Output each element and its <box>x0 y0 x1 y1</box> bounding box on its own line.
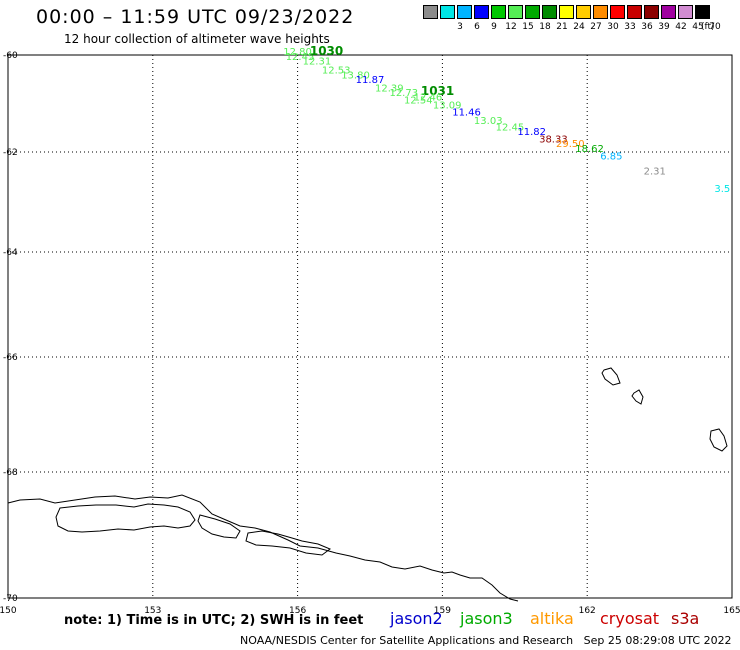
wave-height-value: 18.62 <box>575 144 604 155</box>
longitude-label: 153 <box>144 606 161 616</box>
legend-label: 36 <box>641 22 653 32</box>
wave-height-value: 12.73 <box>389 88 418 99</box>
legend-label: 18 <box>539 22 551 32</box>
legend-swatch <box>576 5 591 19</box>
plot-frame <box>7 54 733 599</box>
legend-swatch <box>661 5 676 19</box>
legend-swatch <box>559 5 574 19</box>
footnote: note: 1) Time is in UTC; 2) SWH is in fe… <box>64 613 364 628</box>
wave-height-value: 2.31 <box>644 167 666 178</box>
legend-swatch <box>610 5 625 19</box>
legend-swatch <box>695 5 710 19</box>
legend-label: 39 <box>658 22 670 32</box>
latitude-label: -64 <box>3 248 18 258</box>
legend-unit: (ft) <box>701 22 715 32</box>
wave-height-observations: 12.80103012.4512.3112.5313.8011.8712.391… <box>283 44 730 195</box>
wave-height-value: 12.45 <box>286 52 315 63</box>
legend-label: 3 <box>457 22 463 32</box>
legend-label: 9 <box>491 22 497 32</box>
wave-height-value: 29.50 <box>556 139 585 150</box>
legend-swatch <box>457 5 472 19</box>
map-subtitle: 12 hour collection of altimeter wave hei… <box>64 32 330 46</box>
wave-height-value: 38.33 <box>539 134 568 145</box>
wave-height-value: 13.03 <box>474 116 503 127</box>
wave-height-value: 12.45 <box>496 123 525 134</box>
legend-label: 45 <box>692 22 704 32</box>
legend-swatch <box>644 5 659 19</box>
wave-height-value: 12.39 <box>375 83 404 94</box>
wave-height-value: 12.31 <box>303 57 332 68</box>
wave-height-value: 11.82 <box>517 127 546 138</box>
legend-label: 30 <box>607 22 619 32</box>
coastal-island-east <box>245 530 331 556</box>
satellite-jason2: jason2 <box>390 609 443 628</box>
credit-org: NOAA/NESDIS Center for Satellite Applica… <box>240 634 574 647</box>
legend-label: 15 <box>522 22 534 32</box>
coastal-island-middle <box>197 514 241 539</box>
wave-height-value: 12.80 <box>283 47 312 58</box>
satellite-jason3: jason3 <box>460 609 513 628</box>
latitude-label: -60 <box>3 51 18 61</box>
wave-height-value: 11.87 <box>356 75 385 86</box>
wave-height-value: 6.85 <box>600 152 622 163</box>
latitude-label: -66 <box>3 353 18 363</box>
legend-swatch <box>525 5 540 19</box>
latitude-label: -68 <box>3 468 18 478</box>
legend-swatch <box>423 5 438 19</box>
longitude-label: 150 <box>0 606 17 616</box>
map-title: 00:00 – 11:59 UTC 09/23/2022 <box>36 6 355 28</box>
legend-swatch <box>593 5 608 19</box>
balleny-island-middle <box>631 389 644 405</box>
track-time-label: 1031 <box>421 84 454 98</box>
credit-timestamp: Sep 25 08:29:08 UTC 2022 <box>583 634 732 647</box>
wave-height-value: 12.46 <box>414 93 443 104</box>
legend-swatch <box>491 5 506 19</box>
legend-swatch <box>508 5 523 19</box>
legend-label: 27 <box>590 22 602 32</box>
satellite-altika: altika <box>530 609 574 628</box>
legend-swatch <box>440 5 455 19</box>
legend-label: 21 <box>556 22 568 32</box>
longitude-label: 165 <box>723 606 740 616</box>
balleny-island-south <box>709 428 728 452</box>
credit-line: NOAA/NESDIS Center for Satellite Applica… <box>240 634 732 647</box>
wave-height-value: 12.54 <box>404 96 433 107</box>
longitude-label: 159 <box>434 606 451 616</box>
latitude-label: -62 <box>3 148 18 158</box>
wave-height-value: 13.80 <box>341 70 370 81</box>
legend-swatch <box>627 5 642 19</box>
legend-swatch <box>678 5 693 19</box>
antarctic-coastline <box>7 494 519 602</box>
balleny-island-north <box>601 367 621 386</box>
coastal-island-large <box>55 503 196 533</box>
legend-label: 42 <box>675 22 687 32</box>
lat-lon-grid: 150 153 156 159 162 165 -60 -62 -64 -66 -68 -70 <box>0 51 740 616</box>
legend-label: 70 <box>709 22 721 32</box>
wave-height-value: 11.46 <box>452 108 481 119</box>
wave-height-value: 13.09 <box>433 100 462 111</box>
legend-label: 33 <box>624 22 636 32</box>
legend-label: 24 <box>573 22 585 32</box>
longitude-label: 156 <box>289 606 306 616</box>
satellite-s3a: s3a <box>671 609 700 628</box>
legend-label: 6 <box>474 22 480 32</box>
wave-height-value: 3.5 <box>714 184 730 195</box>
satellite-cryosat: cryosat <box>600 609 660 628</box>
legend-swatch <box>542 5 557 19</box>
latitude-label: -70 <box>3 594 18 604</box>
track-time-label: 1030 <box>310 44 343 58</box>
wave-height-value: 12.53 <box>322 65 351 76</box>
legend-label: 12 <box>505 22 517 32</box>
coastline <box>7 367 728 602</box>
longitude-label: 162 <box>579 606 596 616</box>
legend-swatch <box>474 5 489 19</box>
